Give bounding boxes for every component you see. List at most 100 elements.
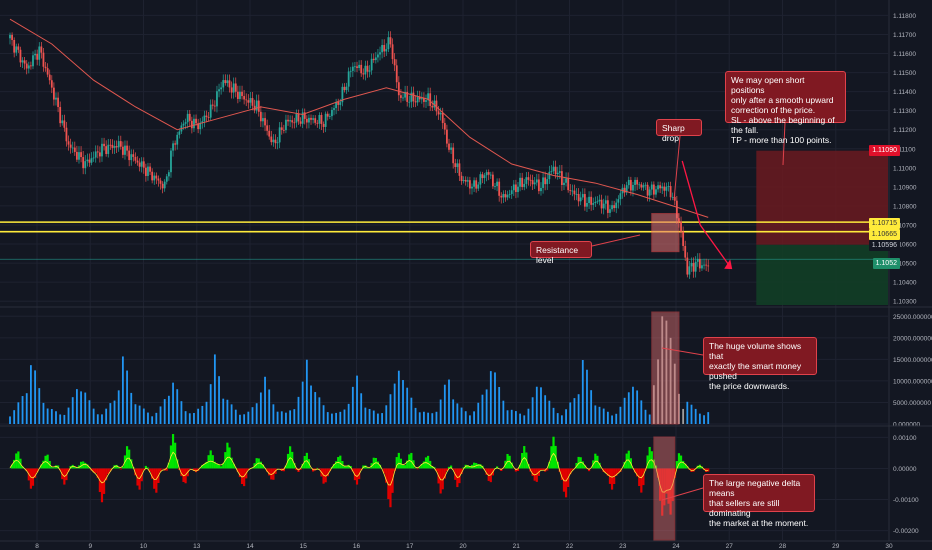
candle-body [385, 49, 388, 52]
volume-highlight-box [651, 311, 680, 425]
candle-body [65, 127, 68, 142]
candle-body [552, 166, 555, 172]
candle-body [663, 186, 666, 191]
candle-body [318, 114, 321, 124]
volume-bar [632, 386, 634, 424]
volume-bar [590, 390, 593, 424]
short-positions-annotation: We may open short positions only after a… [725, 71, 846, 145]
candle-body [443, 123, 446, 130]
candle-body [619, 193, 622, 200]
volume-bar [293, 409, 296, 424]
volume-bar [113, 400, 116, 424]
volume-bar [255, 403, 258, 424]
candle-body [138, 162, 141, 167]
volume-bar [38, 388, 41, 424]
candle-body [377, 54, 379, 58]
volume-bar [427, 412, 429, 424]
volume-bar [147, 412, 149, 424]
volume-bar [577, 394, 580, 424]
candle-body [406, 91, 409, 102]
volume-bar [167, 395, 170, 424]
delta-axis-tick: -0.00100 [893, 497, 919, 504]
candle-body [379, 52, 381, 55]
sharp-drop-pointer [673, 135, 681, 201]
candle-body [59, 107, 62, 124]
candle-body [207, 117, 210, 118]
time-axis-tick: 8 [35, 543, 39, 550]
volume-bar [205, 401, 208, 424]
candle-body [544, 177, 547, 185]
candle-body [347, 71, 350, 87]
volume-bar [84, 392, 87, 424]
candle-body [604, 200, 607, 204]
candle-body [387, 37, 390, 50]
volume-bar [285, 412, 287, 424]
volume-bar [586, 369, 588, 424]
candle-body [661, 186, 664, 189]
volume-bar [548, 400, 551, 424]
candle-body [90, 158, 93, 163]
candle-body [652, 184, 655, 195]
candle-body [698, 258, 701, 269]
price-axis-tick: 1.11500 [893, 70, 916, 77]
candle-body [107, 144, 110, 154]
candle-body [366, 65, 369, 72]
candle-body [632, 184, 634, 191]
volume-bar [606, 411, 609, 424]
candle-body [690, 262, 693, 267]
candle-body [155, 175, 158, 179]
candle-body [458, 163, 461, 176]
candle-body [232, 83, 235, 93]
volume-bar [581, 360, 584, 424]
candle-body [586, 202, 588, 207]
candle-body [408, 101, 411, 103]
candle-body [556, 172, 559, 175]
volume-bar [669, 337, 672, 424]
candle-body [573, 190, 576, 195]
candle-body [276, 142, 279, 144]
volume-bar [623, 397, 626, 424]
candle-body [471, 186, 473, 189]
candle-body [473, 180, 475, 187]
candle-body [172, 143, 174, 151]
candle-body [452, 147, 455, 164]
volume-bar [602, 408, 605, 424]
resistance-level-annotation: Resistance level [530, 241, 592, 265]
volume-bar [88, 400, 91, 424]
candle-body [335, 101, 338, 109]
candle-body [247, 100, 250, 103]
candle-body [211, 104, 214, 106]
volume-bar [469, 415, 471, 424]
volume-bar [686, 401, 689, 424]
candle-body [341, 86, 344, 103]
candle-body [410, 92, 413, 102]
price-axis-tick: 1.11600 [893, 51, 916, 58]
candle-body [583, 194, 586, 207]
candle-body [383, 45, 386, 52]
volume-bar [176, 389, 179, 424]
volume-bar [406, 387, 409, 424]
candle-body [337, 101, 340, 105]
candle-body [17, 46, 20, 50]
volume-bar [552, 407, 555, 424]
volume-bar [360, 393, 363, 424]
volume-bar [9, 416, 11, 424]
volume-axis-tick: 10000.000000 [893, 378, 932, 385]
volume-bar [636, 390, 639, 424]
candle-body [673, 197, 676, 201]
time-axis-tick: 13 [193, 543, 201, 550]
volume-bar [75, 389, 78, 424]
candle-body [213, 105, 216, 107]
candle-body [548, 171, 551, 180]
price-axis-tick: 1.11800 [893, 13, 916, 20]
volume-bar [377, 413, 379, 424]
candle-body [272, 139, 275, 143]
volume-bar [443, 384, 446, 424]
candle-body [30, 65, 32, 67]
candle-body [594, 201, 597, 204]
time-axis-tick: 30 [885, 543, 893, 550]
price-axis-tick: 1.10500 [893, 261, 917, 268]
candle-body [659, 185, 662, 189]
candle-body [195, 118, 197, 124]
negative-delta-annotation: The large negative delta means that sell… [703, 474, 815, 528]
